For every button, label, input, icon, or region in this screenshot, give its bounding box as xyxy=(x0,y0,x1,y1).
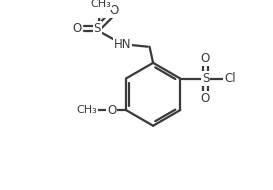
Text: S: S xyxy=(202,72,209,85)
Text: O: O xyxy=(201,52,210,65)
Text: O: O xyxy=(201,92,210,105)
Text: O: O xyxy=(107,104,116,116)
Text: O: O xyxy=(72,22,81,35)
Text: HN: HN xyxy=(114,38,131,51)
Text: O: O xyxy=(110,4,119,17)
Text: CH₃: CH₃ xyxy=(91,0,111,10)
Text: CH₃: CH₃ xyxy=(76,105,97,115)
Text: S: S xyxy=(94,22,101,35)
Text: Cl: Cl xyxy=(224,72,236,85)
